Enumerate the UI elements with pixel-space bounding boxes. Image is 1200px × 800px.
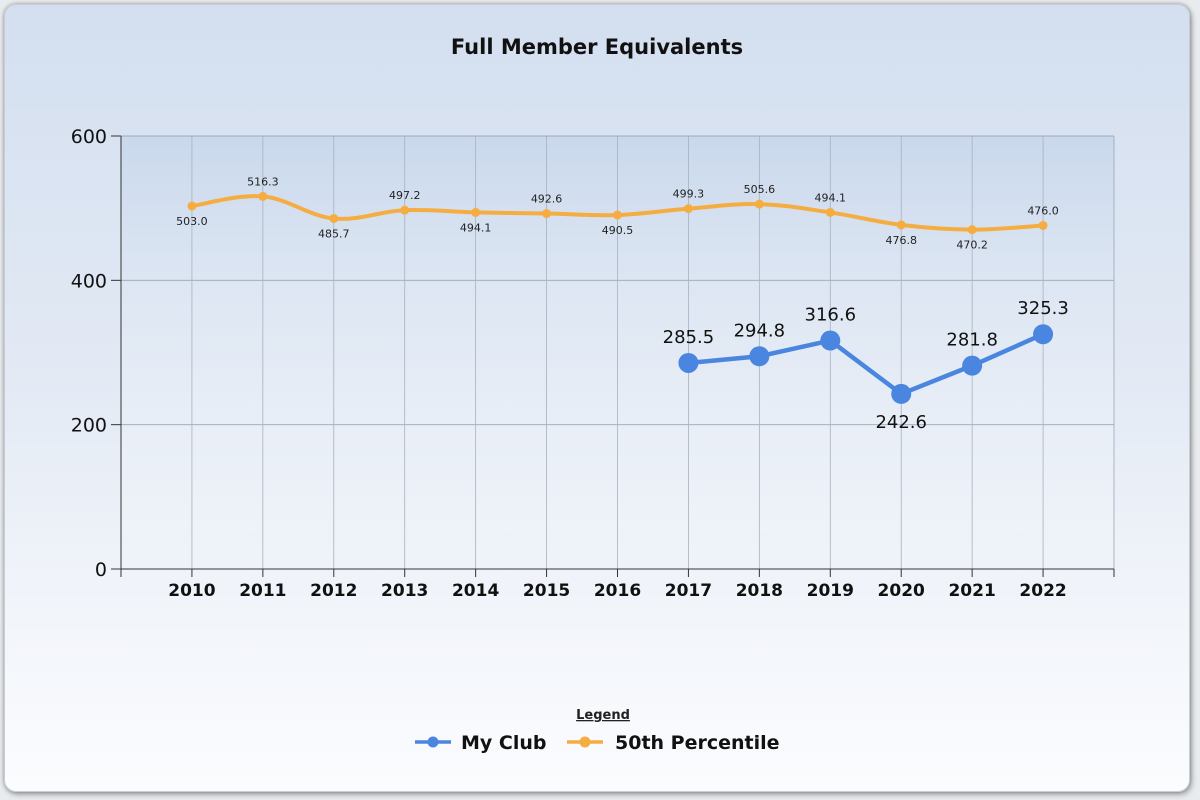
y-tick-label: 400 xyxy=(71,270,107,292)
data-label-my-club: 285.5 xyxy=(663,327,715,348)
legend-swatch-marker xyxy=(579,736,591,748)
point-my-club xyxy=(749,346,770,367)
point-50th-percentile xyxy=(825,207,835,217)
data-label-50th-percentile: 476.8 xyxy=(885,234,917,247)
y-tick-label: 200 xyxy=(71,415,107,437)
x-tick-label: 2014 xyxy=(452,581,499,601)
legend-label: 50th Percentile xyxy=(615,732,780,754)
series-line-my-club xyxy=(688,332,1044,397)
legend-swatch-marker xyxy=(427,736,439,748)
legend-title: Legend xyxy=(576,708,630,723)
point-50th-percentile xyxy=(967,225,977,235)
x-tick-label: 2019 xyxy=(807,581,854,601)
point-50th-percentile xyxy=(542,209,552,219)
chart-card: Full Member Equivalents 0 200 400 600 2010 20… xyxy=(4,4,1190,792)
data-label-50th-percentile: 494.1 xyxy=(460,221,492,234)
chart-title: Full Member Equivalents xyxy=(451,35,743,59)
data-label-50th-percentile: 503.0 xyxy=(176,215,208,228)
point-50th-percentile xyxy=(754,199,764,209)
point-50th-percentile xyxy=(329,213,339,223)
data-label-my-club: 281.8 xyxy=(946,330,998,351)
x-tick-label: 2011 xyxy=(239,581,286,601)
point-50th-percentile xyxy=(258,191,268,201)
x-tick-label: 2020 xyxy=(878,581,925,601)
x-tick-label: 2012 xyxy=(310,581,357,601)
data-label-50th-percentile: 485.7 xyxy=(318,227,350,240)
point-50th-percentile xyxy=(896,220,906,230)
data-label-50th-percentile: 499.3 xyxy=(673,188,705,201)
data-label-50th-percentile: 494.1 xyxy=(815,191,847,204)
point-my-club xyxy=(962,355,983,376)
x-tick-label: 2021 xyxy=(948,581,995,601)
data-label-50th-percentile: 492.6 xyxy=(531,193,563,206)
point-50th-percentile xyxy=(400,205,410,215)
legend: Legend My Club 50th Percentile xyxy=(415,708,780,754)
point-my-club xyxy=(678,352,699,373)
point-50th-percentile xyxy=(613,210,622,220)
data-label-my-club: 325.3 xyxy=(1017,298,1069,319)
data-label-50th-percentile: 505.6 xyxy=(744,183,776,196)
data-label-50th-percentile: 490.5 xyxy=(602,224,634,237)
x-tick-label: 2010 xyxy=(168,581,215,601)
data-label-50th-percentile: 516.3 xyxy=(247,175,279,188)
legend-label: My Club xyxy=(461,732,547,754)
x-tick-label: 2018 xyxy=(736,581,783,601)
legend-item-50th-percentile: 50th Percentile xyxy=(567,732,780,754)
y-tick-label: 600 xyxy=(71,126,107,148)
data-label-50th-percentile: 476.0 xyxy=(1027,204,1059,217)
legend-item-my-club: My Club xyxy=(415,732,547,754)
data-label-my-club: 316.6 xyxy=(805,305,857,326)
point-50th-percentile xyxy=(187,201,197,211)
point-50th-percentile xyxy=(1038,220,1048,230)
x-tick-label: 2022 xyxy=(1019,581,1066,601)
x-tick-label: 2016 xyxy=(594,581,641,601)
point-my-club xyxy=(891,383,912,404)
point-my-club xyxy=(1033,324,1054,345)
plot-area: 0 200 400 600 2010 2011 2012 2013 2014 2015 2016 20… xyxy=(71,126,1115,601)
y-tick-label: 0 xyxy=(95,559,107,581)
chart-svg: Full Member Equivalents 0 200 400 600 2010 20… xyxy=(71,35,1115,754)
point-50th-percentile xyxy=(683,204,693,214)
point-50th-percentile xyxy=(471,207,481,217)
data-label-my-club: 242.6 xyxy=(875,412,927,433)
x-tick-label: 2013 xyxy=(381,581,428,601)
data-label-50th-percentile: 470.2 xyxy=(956,239,988,252)
data-label-my-club: 294.8 xyxy=(734,320,786,341)
x-tick-label: 2017 xyxy=(665,581,712,601)
point-my-club xyxy=(820,330,841,351)
data-label-50th-percentile: 497.2 xyxy=(389,189,421,202)
x-tick-label: 2015 xyxy=(523,581,570,601)
